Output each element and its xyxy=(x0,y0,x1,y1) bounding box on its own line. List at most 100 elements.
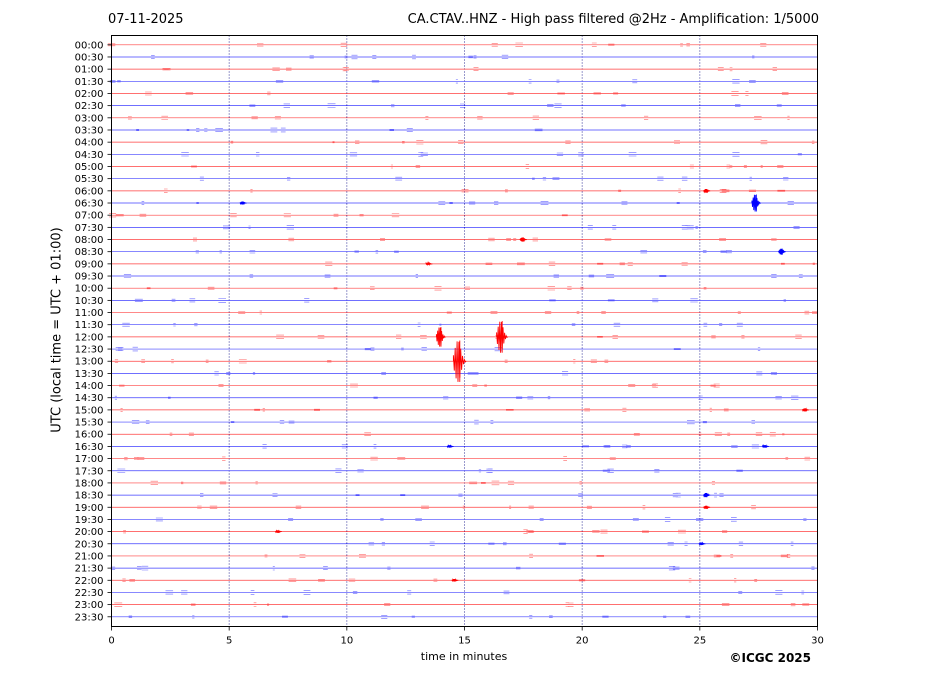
y-tick-label: 20:30 xyxy=(75,539,104,550)
trace-noise xyxy=(169,432,785,437)
trace-noise xyxy=(191,164,784,169)
y-tick-label: 08:00 xyxy=(75,235,104,246)
x-tick-label: 30 xyxy=(811,636,824,647)
y-tick-label: 17:00 xyxy=(75,454,104,465)
trace-noise xyxy=(262,444,759,449)
trace-noise xyxy=(115,346,761,352)
x-tick-label: 25 xyxy=(693,636,706,647)
y-tick-label: 12:30 xyxy=(75,345,104,356)
x-tick-label: 5 xyxy=(226,636,232,647)
trace-noise xyxy=(141,201,794,205)
y-tick-label: 08:30 xyxy=(75,247,104,258)
trace-noise xyxy=(181,152,802,157)
y-tick-label: 15:00 xyxy=(75,405,104,416)
trace-noise xyxy=(193,237,777,242)
trace-noise xyxy=(122,578,758,583)
event-layer xyxy=(239,189,809,582)
y-tick-label: 10:30 xyxy=(75,296,104,307)
trace-noise xyxy=(264,553,791,558)
y-tick-label: 07:00 xyxy=(75,211,104,222)
trace-noise xyxy=(155,517,807,522)
y-tick-label: 04:30 xyxy=(75,150,104,161)
y-tick-label: 11:30 xyxy=(75,320,104,331)
trace-noise xyxy=(151,54,755,60)
y-tick-label: 05:30 xyxy=(75,174,104,185)
y-tick-label: 16:30 xyxy=(75,442,104,453)
y-tick-label: 10:00 xyxy=(75,284,104,295)
y-tick-label: 11:00 xyxy=(75,308,104,319)
trace-noise xyxy=(123,529,728,534)
trace-noise xyxy=(238,310,818,315)
trace-noise xyxy=(195,250,732,254)
trace-noise xyxy=(134,298,786,303)
trace-noise xyxy=(223,225,800,230)
trace-noise xyxy=(165,590,805,595)
y-tick-label: 00:00 xyxy=(75,40,104,51)
plot-frame xyxy=(111,35,818,627)
y-tick-label: 02:00 xyxy=(75,89,104,100)
x-tick-label: 20 xyxy=(576,636,589,647)
trace-noise xyxy=(114,602,810,607)
y-tick-label: 03:00 xyxy=(75,113,104,124)
trace-noise xyxy=(162,67,777,72)
trace-noise xyxy=(123,274,803,278)
trace-noise xyxy=(117,468,743,473)
plot-title: CA.CTAV..HNZ - High pass filtered @2Hz -… xyxy=(407,12,819,27)
y-tick-label: 22:00 xyxy=(75,576,104,587)
y-tick-label: 12:00 xyxy=(75,332,104,343)
trace-noise xyxy=(119,383,720,388)
y-tick-label: 02:30 xyxy=(75,101,104,112)
y-tick-label: 09:00 xyxy=(75,259,104,270)
x-tick-label: 0 xyxy=(108,636,114,647)
trace-noise xyxy=(146,286,707,291)
trace-noise xyxy=(122,322,743,327)
y-tick-label: 23:30 xyxy=(75,612,104,623)
y-tick-label: 15:30 xyxy=(75,418,104,429)
trace-layer xyxy=(107,42,818,619)
y-tick-label: 18:30 xyxy=(75,491,104,502)
trace-noise xyxy=(197,505,756,510)
plot-date: 07-11-2025 xyxy=(108,12,184,27)
trace-noise xyxy=(249,103,782,108)
y-tick-label: 14:00 xyxy=(75,381,104,392)
copyright-notice: ©ICGC 2025 xyxy=(729,651,811,665)
y-tick-label: 14:30 xyxy=(75,393,104,404)
y-tick-label: 03:30 xyxy=(75,125,104,136)
trace-noise xyxy=(214,371,777,376)
y-tick-label: 13:00 xyxy=(75,357,104,368)
y-tick-label: 16:00 xyxy=(75,430,104,441)
x-tick-label: 15 xyxy=(458,636,471,647)
x-axis-label: time in minutes xyxy=(420,650,508,663)
trace-noise xyxy=(150,480,715,486)
y-tick-label: 06:00 xyxy=(75,186,104,197)
trace-noise xyxy=(128,615,691,619)
y-tick-label: 19:30 xyxy=(75,515,104,526)
x-tick-label: 10 xyxy=(340,636,353,647)
trace-noise xyxy=(200,492,724,498)
trace-noise xyxy=(114,395,799,400)
y-tick-label: 21:00 xyxy=(75,551,104,562)
y-tick-label: 01:30 xyxy=(75,77,104,88)
y-tick-label: 22:30 xyxy=(75,588,104,599)
y-tick-label: 21:30 xyxy=(75,564,104,575)
trace-noise xyxy=(109,213,568,218)
trace-noise xyxy=(164,188,786,193)
trace-noise xyxy=(114,359,609,364)
trace-noise xyxy=(230,140,815,145)
trace-noise xyxy=(131,419,755,425)
trace-noise xyxy=(368,541,794,546)
trace-noise xyxy=(325,261,815,266)
y-tick-label: 20:00 xyxy=(75,527,104,538)
y-tick-label: 07:30 xyxy=(75,223,104,234)
y-tick-label: 13:30 xyxy=(75,369,104,380)
y-tick-label: 23:00 xyxy=(75,600,104,611)
trace-noise xyxy=(110,565,815,571)
y-tick-label: 04:00 xyxy=(75,138,104,149)
y-tick-label: 00:30 xyxy=(75,52,104,63)
y-tick-label: 19:00 xyxy=(75,503,104,514)
y-tick-label: 09:30 xyxy=(75,272,104,283)
y-tick-label: 01:00 xyxy=(75,65,104,76)
trace-noise xyxy=(136,127,543,133)
